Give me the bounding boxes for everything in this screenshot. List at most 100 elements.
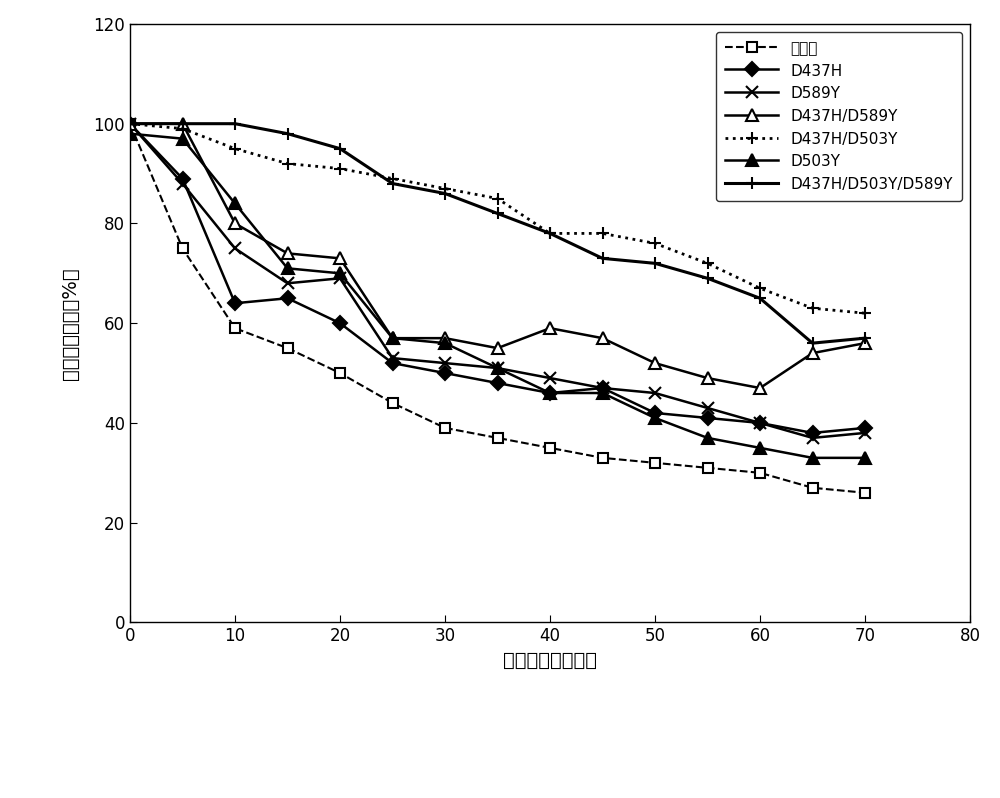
D437H/D503Y	[176, 124, 188, 133]
野生型	[124, 119, 136, 128]
Line: D437H/D589Y: D437H/D589Y	[124, 118, 871, 393]
D437H/D503Y/D589Y	[806, 338, 818, 348]
D437H/D503Y/D589Y	[596, 254, 608, 263]
D437H/D589Y	[229, 219, 241, 228]
野生型	[859, 488, 871, 498]
D437H	[334, 318, 346, 328]
D503Y	[649, 413, 661, 423]
Line: D437H/D503Y/D589Y: D437H/D503Y/D589Y	[124, 117, 871, 350]
D503Y	[859, 453, 871, 463]
D437H/D503Y	[282, 159, 294, 168]
D437H/D503Y	[124, 119, 136, 128]
D589Y	[596, 383, 608, 393]
野生型	[282, 343, 294, 353]
X-axis label: 保温时间（小时）: 保温时间（小时）	[503, 651, 597, 670]
D589Y	[334, 274, 346, 283]
D437H/D503Y/D589Y	[859, 334, 871, 343]
D437H/D503Y/D589Y	[439, 189, 451, 199]
D503Y	[439, 338, 451, 348]
野生型	[439, 423, 451, 433]
D437H	[282, 294, 294, 303]
D589Y	[229, 243, 241, 253]
D437H	[649, 409, 661, 418]
D437H	[386, 358, 398, 368]
D437H/D503Y	[649, 239, 661, 248]
D589Y	[124, 119, 136, 128]
D437H/D503Y	[544, 229, 556, 239]
D437H/D589Y	[176, 119, 188, 128]
D437H/D503Y/D589Y	[282, 129, 294, 139]
D437H/D589Y	[439, 334, 451, 343]
D503Y	[492, 363, 503, 373]
D437H/D589Y	[492, 343, 503, 353]
D503Y	[176, 134, 188, 144]
D437H	[492, 378, 503, 388]
D503Y	[386, 334, 398, 343]
D503Y	[702, 433, 714, 443]
D503Y	[596, 389, 608, 398]
Line: 野生型: 野生型	[125, 119, 870, 498]
D437H	[176, 174, 188, 184]
D437H/D503Y	[386, 174, 398, 184]
D503Y	[544, 389, 556, 398]
野生型	[649, 458, 661, 468]
D589Y	[859, 428, 871, 437]
D437H	[596, 383, 608, 393]
D437H/D589Y	[649, 358, 661, 368]
D437H	[439, 369, 451, 378]
D437H/D503Y	[596, 229, 608, 239]
D437H/D589Y	[596, 334, 608, 343]
D437H	[544, 389, 556, 398]
D437H/D503Y/D589Y	[334, 144, 346, 153]
野生型	[702, 463, 714, 472]
D589Y	[702, 403, 714, 413]
野生型	[334, 369, 346, 378]
D589Y	[649, 389, 661, 398]
D437H/D503Y	[754, 283, 766, 293]
野生型	[492, 433, 503, 443]
D437H/D503Y	[229, 144, 241, 153]
D437H/D589Y	[806, 348, 818, 358]
D589Y	[176, 179, 188, 188]
野生型	[386, 398, 398, 408]
Line: D437H: D437H	[125, 119, 870, 438]
D589Y	[544, 373, 556, 383]
D437H	[229, 298, 241, 308]
D437H/D589Y	[334, 254, 346, 263]
D437H/D503Y/D589Y	[124, 119, 136, 128]
野生型	[544, 443, 556, 452]
D589Y	[439, 358, 451, 368]
D437H	[806, 428, 818, 437]
D503Y	[806, 453, 818, 463]
D437H/D503Y/D589Y	[702, 274, 714, 283]
D589Y	[492, 363, 503, 373]
D437H/D503Y/D589Y	[176, 119, 188, 128]
野生型	[754, 468, 766, 477]
D437H/D503Y	[806, 303, 818, 313]
D437H/D503Y/D589Y	[649, 259, 661, 268]
D437H/D589Y	[282, 249, 294, 259]
野生型	[176, 243, 188, 253]
D437H/D589Y	[754, 383, 766, 393]
D503Y	[229, 199, 241, 208]
D437H/D503Y/D589Y	[386, 179, 398, 188]
D437H	[124, 119, 136, 128]
野生型	[229, 323, 241, 333]
Line: D437H/D503Y: D437H/D503Y	[124, 117, 871, 319]
D589Y	[282, 279, 294, 288]
D437H/D589Y	[859, 338, 871, 348]
D437H/D503Y	[702, 259, 714, 268]
野生型	[806, 483, 818, 492]
D437H/D503Y	[492, 194, 503, 203]
Y-axis label: 残留相对酶活（%）: 残留相对酶活（%）	[60, 267, 80, 380]
Line: D589Y: D589Y	[124, 118, 871, 444]
D437H/D589Y	[124, 119, 136, 128]
D503Y	[282, 263, 294, 273]
D503Y	[754, 443, 766, 452]
D589Y	[806, 433, 818, 443]
D437H/D589Y	[386, 334, 398, 343]
D589Y	[754, 418, 766, 428]
D437H/D503Y/D589Y	[754, 294, 766, 303]
D437H/D503Y	[439, 184, 451, 193]
D437H	[754, 418, 766, 428]
